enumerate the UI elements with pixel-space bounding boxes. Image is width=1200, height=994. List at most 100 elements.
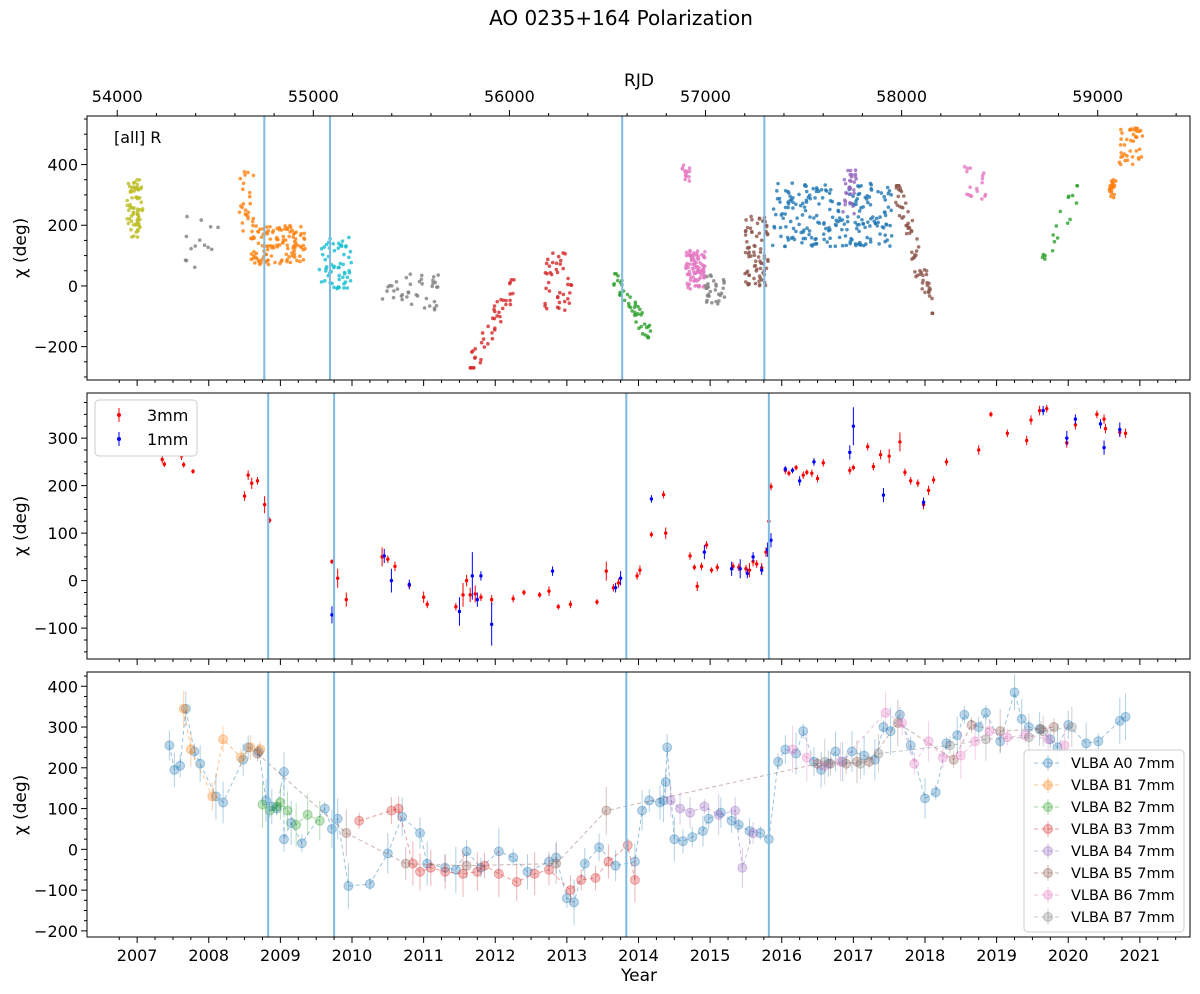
point-VLBA A0 7mm: [238, 754, 249, 765]
point-VLBA B1 7mm: [185, 744, 196, 755]
optical-point: [249, 257, 254, 262]
optical-point: [1050, 249, 1055, 253]
optical-point: [853, 168, 858, 172]
optical-point: [965, 169, 969, 174]
optical-point: [557, 290, 562, 295]
optical-point: [125, 198, 130, 203]
optical-point: [241, 181, 246, 186]
point-VLBA A0 7mm: [791, 748, 802, 759]
optical-point: [713, 288, 718, 292]
optical-point: [625, 292, 630, 297]
optical-point: [924, 272, 929, 277]
optical-point: [639, 313, 643, 317]
point-1mm: [475, 597, 480, 602]
point-VLBA A0 7mm: [894, 709, 905, 720]
optical-point: [853, 174, 858, 179]
optical-point: [508, 298, 512, 303]
optical-point: [804, 184, 808, 188]
point-1mm: [759, 568, 764, 572]
optical-point: [791, 200, 795, 205]
point-VLBA A0 7mm: [660, 777, 671, 788]
point-3mm: [916, 481, 920, 485]
optical-point: [900, 205, 905, 210]
optical-point: [490, 336, 495, 341]
optical-point: [788, 198, 792, 203]
optical-point: [687, 179, 692, 183]
optical-point: [509, 278, 514, 282]
optical-point: [286, 246, 290, 251]
point-3mm: [989, 412, 993, 417]
optical-point: [749, 214, 753, 219]
point-1mm: [783, 467, 788, 471]
optical-point: [612, 283, 616, 287]
point-3mm: [638, 568, 642, 572]
point-VLBA B6 7mm: [880, 707, 891, 718]
optical-point: [1130, 162, 1135, 167]
point-VLBA B6 7mm: [970, 736, 981, 747]
optical-point: [823, 188, 828, 192]
optical-point: [400, 292, 405, 297]
y-tick-label: 400: [47, 677, 78, 696]
point-VLBA B5 7mm: [1048, 722, 1059, 733]
optical-point: [800, 240, 804, 245]
optical-point: [1054, 224, 1059, 228]
optical-point: [479, 357, 483, 362]
optical-point: [894, 183, 899, 188]
optical-point: [687, 169, 692, 174]
optical-point: [288, 260, 293, 265]
optical-point: [129, 205, 133, 209]
optical-point: [568, 291, 572, 295]
point-3mm: [1045, 406, 1049, 411]
optical-point: [380, 297, 385, 301]
optical-point: [842, 198, 847, 202]
point-3mm: [649, 532, 654, 537]
point-3mm: [181, 463, 186, 467]
optical-point: [691, 253, 696, 257]
optical-point: [744, 218, 748, 222]
point-VLBA A0 7mm: [1034, 724, 1045, 735]
optical-point: [547, 264, 552, 268]
optical-point: [561, 266, 565, 271]
optical-point: [883, 213, 888, 218]
optical-point: [764, 266, 769, 271]
optical-point: [134, 186, 139, 190]
optical-point: [139, 185, 144, 189]
optical-point: [759, 261, 763, 265]
point-1mm: [769, 538, 773, 542]
event-lines: [263, 116, 766, 380]
optical-point: [290, 251, 294, 255]
optical-point: [504, 298, 508, 303]
optical-point: [480, 331, 485, 335]
optical-point: [646, 335, 651, 340]
optical-point: [551, 251, 555, 255]
point-VLBA B3 7mm: [565, 885, 576, 896]
optical-point: [848, 200, 852, 205]
optical-point: [259, 235, 264, 239]
point-1mm: [729, 567, 734, 571]
point-VLBA A0 7mm: [885, 726, 896, 737]
point-3mm: [794, 465, 798, 470]
point-VLBA B5 7mm: [400, 858, 411, 869]
optical-point: [784, 225, 788, 229]
optical-point: [478, 360, 483, 365]
x-tick-label: 2021: [1120, 946, 1161, 965]
optical-point: [745, 246, 750, 250]
point-VLBA A0 7mm: [869, 754, 880, 765]
point-VLBA B7 7mm: [819, 756, 830, 767]
point-VLBA B6 7mm: [801, 752, 812, 763]
point-3mm: [747, 568, 752, 572]
optical-point: [1118, 143, 1123, 147]
optical-point: [135, 228, 140, 232]
point-VLBA B4 7mm: [748, 828, 759, 839]
optical-point: [747, 254, 751, 259]
point-VLBA B2 7mm: [275, 797, 286, 808]
optical-point: [920, 287, 924, 291]
optical-point: [639, 324, 644, 329]
optical-point: [129, 227, 133, 232]
optical-point: [848, 192, 853, 196]
optical-point: [293, 237, 298, 241]
optical-point: [901, 194, 906, 198]
point-VLBA A0 7mm: [830, 746, 841, 757]
optical-point: [842, 177, 847, 182]
optical-point: [546, 280, 551, 285]
